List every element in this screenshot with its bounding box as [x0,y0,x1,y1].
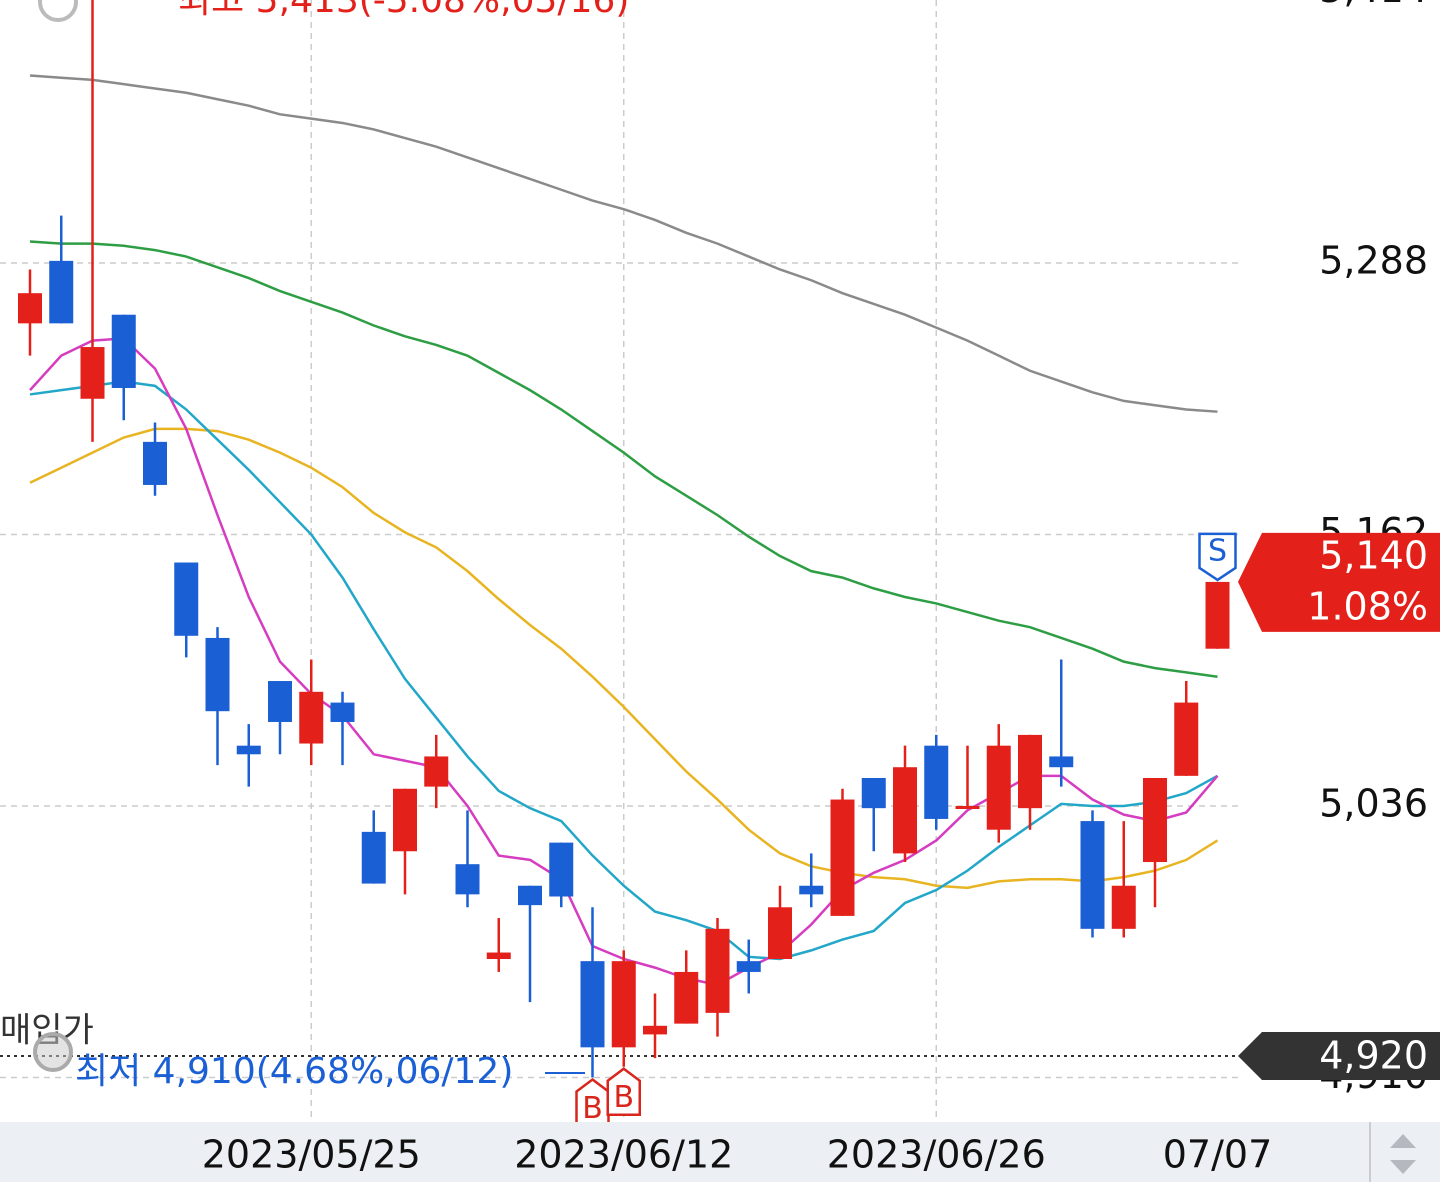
candle-body [1174,702,1199,776]
candle-body [986,745,1011,830]
candle-body [361,831,386,884]
x-axis [0,1122,1440,1182]
candle-body [205,637,230,712]
candle-body [330,702,355,722]
candle-body [18,293,42,324]
scroll-up[interactable] [1390,1134,1416,1148]
candle-body [580,961,605,1048]
x-tick-label: 07/07 [1163,1133,1273,1177]
candle-body [674,971,699,1024]
trade-marker: S [1198,532,1237,582]
x-axis-bar [0,1122,1440,1182]
candle-body [393,788,417,852]
marker-shape [1198,532,1237,582]
candle-body [768,907,792,959]
candle-body [143,441,167,485]
candles [18,0,1230,1078]
candle-body [111,314,136,388]
candle-body [611,961,636,1048]
candle-body [174,562,199,636]
candle-body [643,1025,667,1035]
y-tick-label: 5,414 [1319,0,1428,11]
candle-body [236,745,261,755]
x-tick-label: 2023/06/12 [514,1133,733,1177]
candle-body [486,952,511,959]
grid [0,0,1240,1122]
low-note: 최저 4,910(4.68%,06/12) [75,1051,513,1092]
candle-body [299,691,324,744]
current-price-box [1238,532,1440,632]
moving-average [29,74,1218,413]
candle-body [1205,581,1230,649]
x-tick-label: 2023/05/25 [202,1133,421,1177]
trade-marker: B [606,1067,641,1116]
candle-body [736,961,761,972]
candle-body [1049,756,1074,768]
high-note: 최고 5,413(-5.08%,05/16) [178,0,629,21]
candle-body [924,745,949,819]
candle-body [830,799,855,916]
marker-label: S [1208,533,1227,568]
y-tick-label: 5,036 [1319,782,1428,826]
candle-body [268,681,292,722]
moving-average [29,240,1218,678]
zoom-icon[interactable] [38,0,78,22]
candle-body [893,767,917,854]
moving-average [29,427,1219,890]
marker-label: B [613,1080,634,1115]
purchase-price: 4,920 [1319,1033,1428,1077]
candle-body [1143,777,1167,863]
candle-body [424,756,449,787]
y-tick-label: 5,288 [1319,239,1428,283]
candle-body [1080,821,1105,929]
marker-shape [606,1067,641,1116]
candle-body [705,928,730,1013]
candle-body [955,806,980,810]
zoom-icon[interactable] [33,1032,73,1072]
candle-body [799,885,824,895]
candle-body [455,864,480,895]
candle-body [861,777,886,809]
moving-average [29,380,1219,961]
candle-body [549,842,574,897]
current-price: 5,140 [1319,533,1428,577]
marker-label: B [582,1091,603,1126]
candle-body [80,347,105,399]
x-tick-label: 2023/06/26 [827,1133,1046,1177]
x-labels: 2023/05/25 2023/06/12 2023/06/26 07/07 [202,1133,1273,1177]
purchase-box [1238,1031,1440,1080]
candle-body [518,885,542,906]
candle-body [49,260,74,324]
candle-body [1018,734,1042,809]
overlays: 최고 5,413(-5.08%,05/16) 매입가 최저 4,910(4.68… [0,0,1440,1127]
scroll-down[interactable] [1390,1160,1416,1174]
current-change: 1.08% [1307,584,1428,628]
trade-marker: B [575,1077,610,1127]
candle-body [1111,885,1136,929]
